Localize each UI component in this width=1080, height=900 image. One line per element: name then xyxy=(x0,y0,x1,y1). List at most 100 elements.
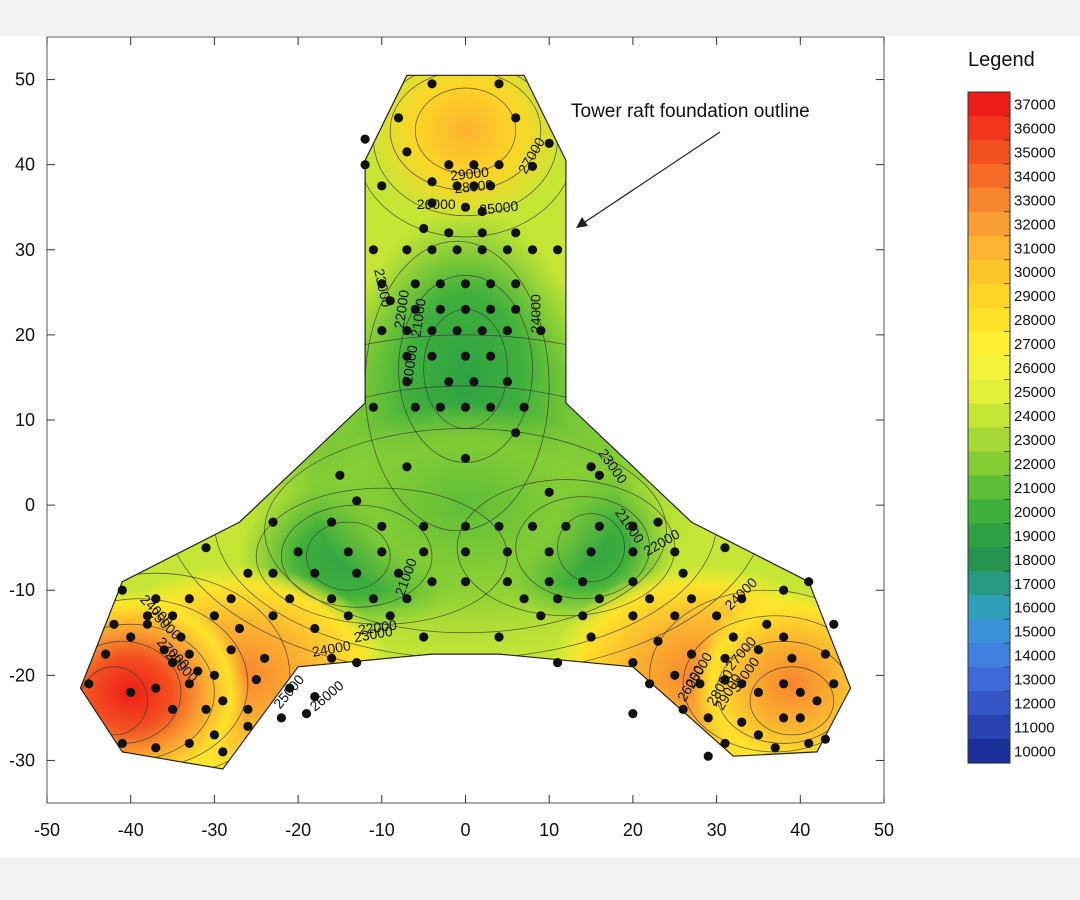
measurement-point xyxy=(779,632,789,642)
measurement-point xyxy=(477,228,487,238)
measurement-point xyxy=(820,734,831,744)
x-tick-label: -50 xyxy=(34,820,60,840)
legend-swatch xyxy=(968,523,1010,548)
legend-label: 22000 xyxy=(1014,456,1056,473)
contour-label: 22000 xyxy=(357,617,398,638)
measurement-point xyxy=(779,713,789,723)
measurement-point xyxy=(477,245,487,255)
measurement-point xyxy=(460,304,471,314)
measurement-point xyxy=(410,402,420,412)
measurement-point xyxy=(527,245,538,255)
measurement-point xyxy=(209,611,219,621)
measurement-point xyxy=(628,521,638,532)
measurement-point xyxy=(653,636,663,646)
measurement-point xyxy=(720,653,730,663)
x-tick-label: 50 xyxy=(874,820,894,840)
measurement-point xyxy=(502,377,512,387)
measurement-point xyxy=(561,521,571,532)
measurement-point xyxy=(184,679,194,689)
x-tick-label: 30 xyxy=(707,820,727,840)
zone-top-hot xyxy=(365,75,566,225)
x-tick-label: 40 xyxy=(790,820,810,840)
measurement-point xyxy=(293,547,303,557)
measurement-point xyxy=(168,704,178,715)
measurement-point xyxy=(553,658,563,668)
annotation: Tower raft foundation outline xyxy=(571,101,810,228)
legend-swatch xyxy=(968,355,1010,381)
measurement-point xyxy=(678,704,688,715)
contour-center-0 xyxy=(264,428,667,634)
measurement-point xyxy=(544,487,554,497)
measurement-point xyxy=(402,462,412,472)
measurement-point xyxy=(519,402,529,412)
legend-label: 12000 xyxy=(1014,696,1056,713)
measurement-point xyxy=(109,619,119,629)
contour-label: 25000 xyxy=(479,198,520,218)
measurement-point xyxy=(377,521,387,532)
measurement-point xyxy=(251,675,261,685)
measurement-point xyxy=(444,228,454,238)
measurement-point xyxy=(494,521,504,532)
measurement-point xyxy=(460,202,471,212)
measurement-point xyxy=(804,577,814,587)
measurement-point xyxy=(402,245,412,255)
legend-label: 21000 xyxy=(1014,480,1056,497)
measurement-point xyxy=(419,521,429,532)
measurement-point xyxy=(117,585,127,595)
measurement-point xyxy=(686,649,697,659)
legend-label: 24000 xyxy=(1014,408,1056,425)
measurement-point xyxy=(427,198,437,208)
measurement-point xyxy=(544,138,554,148)
legend-swatch xyxy=(968,715,1010,740)
measurement-point xyxy=(779,679,789,689)
legend-label: 30000 xyxy=(1014,264,1056,281)
measurement-point xyxy=(301,709,312,719)
measurement-point xyxy=(795,687,805,698)
measurement-point xyxy=(310,623,320,634)
measurement-point xyxy=(168,658,178,668)
measurement-point xyxy=(511,304,521,314)
measurement-point xyxy=(670,670,680,680)
annotation-arrowhead xyxy=(576,217,588,228)
measurement-point xyxy=(268,517,278,527)
measurement-point xyxy=(586,547,596,557)
measurement-point xyxy=(427,351,437,361)
y-tick-label: -20 xyxy=(9,665,35,685)
measurement-point xyxy=(226,594,236,604)
y-tick-label: 50 xyxy=(15,70,35,90)
legend-swatch xyxy=(968,451,1010,477)
legend-label: 27000 xyxy=(1014,336,1056,353)
measurement-point xyxy=(586,632,596,642)
legend-swatch xyxy=(968,307,1010,333)
measurement-point xyxy=(770,743,780,753)
measurement-point xyxy=(243,568,253,578)
measurement-point xyxy=(820,649,831,659)
measurement-point xyxy=(193,666,203,676)
measurement-point xyxy=(703,713,713,723)
contour-leftcore-0 xyxy=(306,521,391,591)
measurement-point xyxy=(419,223,429,234)
measurement-point xyxy=(343,547,353,557)
legend-label: 13000 xyxy=(1014,672,1056,689)
measurement-point xyxy=(712,611,722,621)
measurement-point xyxy=(460,279,471,289)
measurement-point xyxy=(460,402,471,412)
measurement-points xyxy=(84,79,839,761)
contour-left-0 xyxy=(80,666,148,736)
measurement-point xyxy=(511,428,521,438)
contour-label: 29000 xyxy=(449,164,490,184)
y-tick-label: 20 xyxy=(15,325,35,345)
measurement-point xyxy=(753,730,764,740)
measurement-point xyxy=(393,568,404,578)
measurement-point xyxy=(327,653,337,663)
legend-label: 15000 xyxy=(1014,624,1056,641)
measurement-point xyxy=(368,245,378,255)
measurement-point xyxy=(335,470,345,480)
measurement-point xyxy=(410,304,420,314)
y-tick-label: 40 xyxy=(15,155,35,175)
measurement-point xyxy=(126,687,136,698)
measurement-point xyxy=(686,594,697,604)
measurement-point xyxy=(553,245,563,255)
y-tick-label: -30 xyxy=(9,750,35,770)
legend-swatch xyxy=(968,211,1010,237)
